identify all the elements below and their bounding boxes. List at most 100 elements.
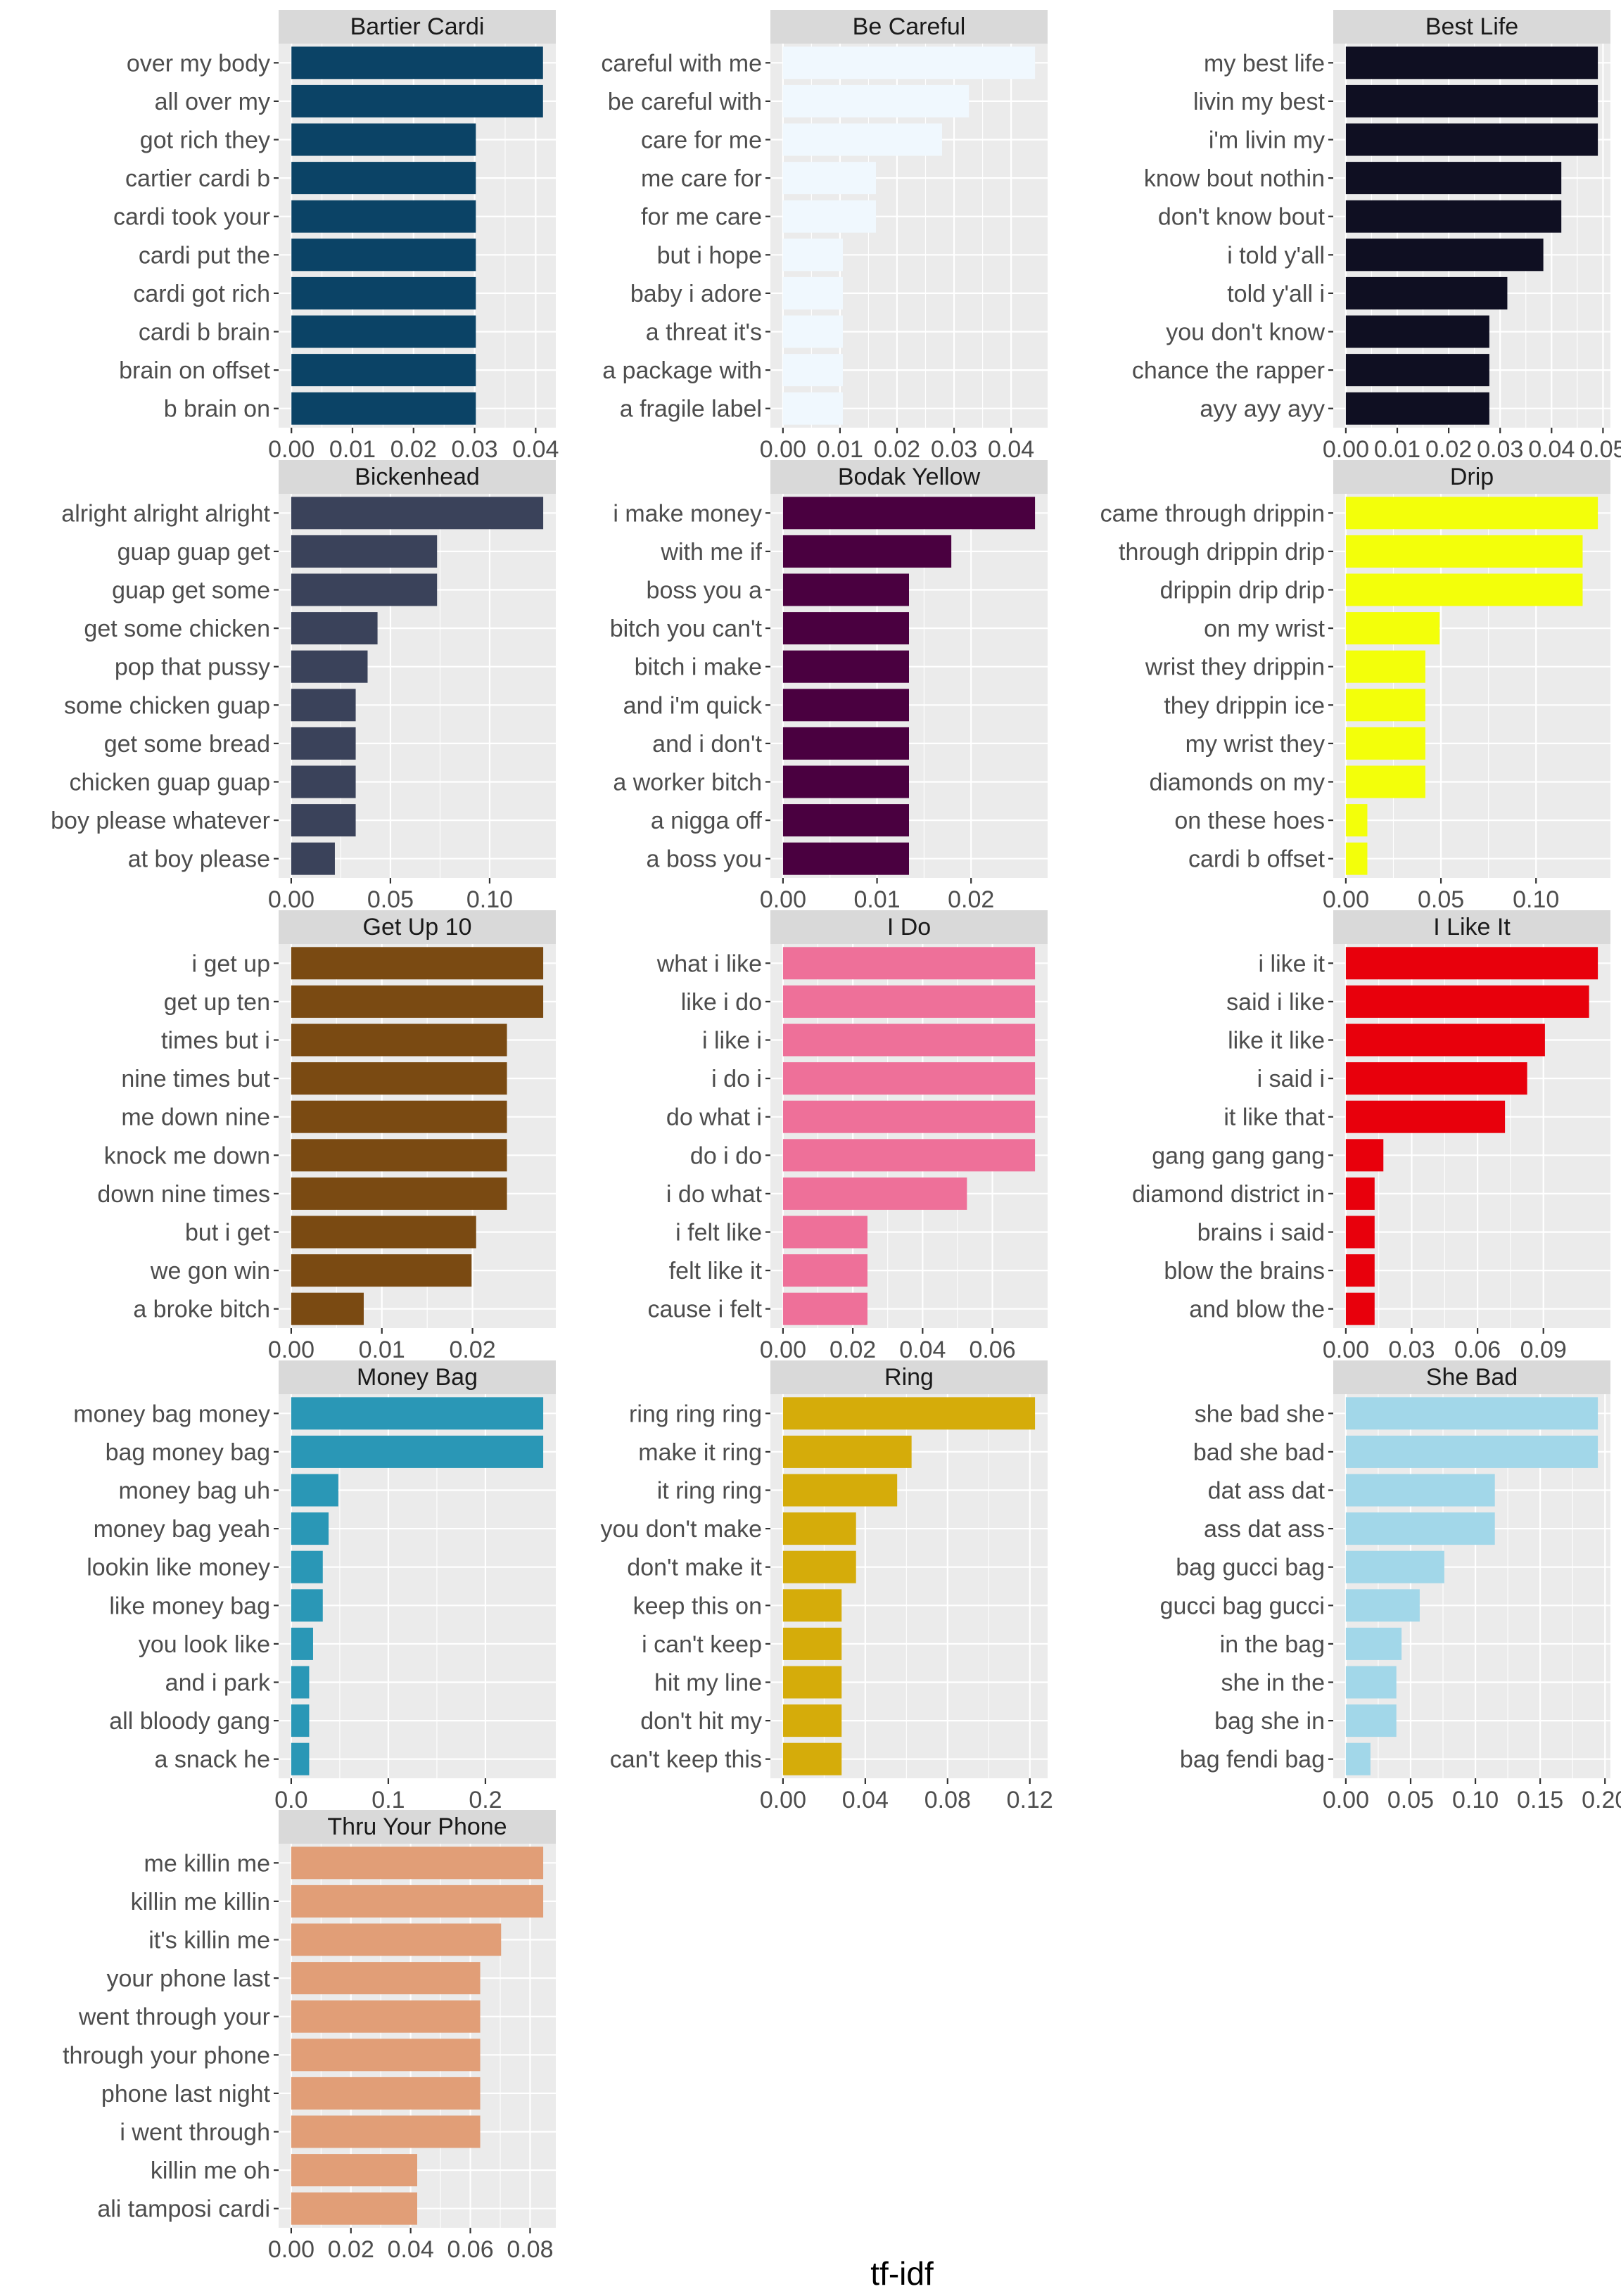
bar — [782, 354, 843, 387]
x-tick-label: 0.04 — [842, 1787, 889, 1813]
y-tick-label: i like i — [702, 1028, 762, 1054]
bar — [782, 238, 843, 272]
bar — [782, 947, 1036, 980]
x-tick-label: 0.03 — [1388, 1337, 1435, 1363]
y-tick-label: you don't make — [600, 1516, 762, 1543]
y-tick-label: what i like — [656, 950, 762, 977]
bar — [1345, 1100, 1506, 1133]
y-tick-label: i like it — [1259, 950, 1326, 977]
bar — [291, 573, 438, 606]
y-tick-label: i'm livin my — [1209, 127, 1325, 154]
y-tick-label: baby i adore — [630, 281, 762, 307]
y-tick-label: cause i felt — [647, 1296, 762, 1323]
bar — [782, 1474, 898, 1507]
y-tick-label: got rich they — [140, 127, 270, 154]
x-tick-label: 0.20 — [1582, 1787, 1621, 1813]
y-tick-label: a broke bitch — [133, 1296, 270, 1323]
bar — [291, 1666, 310, 1699]
bar — [1345, 1139, 1384, 1172]
y-tick-label: it like that — [1223, 1104, 1325, 1131]
y-tick-label: you don't know — [1166, 319, 1325, 346]
y-tick-label: it's killin me — [148, 1927, 270, 1954]
y-tick-label: and i park — [165, 1670, 271, 1697]
bar — [1345, 123, 1598, 156]
y-tick-label: get up ten — [164, 989, 270, 1016]
y-tick-label: she in the — [1221, 1670, 1325, 1697]
bar — [291, 1100, 507, 1133]
y-tick-label: money bag uh — [119, 1478, 271, 1505]
bar — [291, 2115, 481, 2148]
facet-panels: Bartier Cardi over my body all over my got … — [51, 10, 1621, 2263]
y-tick-label: we gon win — [150, 1258, 270, 1284]
bar — [1345, 765, 1425, 798]
facet-title: Money Bag — [357, 1364, 478, 1391]
y-tick-label: like it like — [1228, 1028, 1325, 1054]
x-tick-label: 0.04 — [512, 436, 559, 463]
bar — [291, 392, 476, 425]
y-tick-label: careful with me — [601, 50, 762, 77]
bar — [291, 1704, 310, 1737]
x-tick-label: 0.01 — [853, 886, 900, 913]
bar — [291, 2192, 417, 2225]
facet-strip — [279, 1810, 556, 1844]
x-tick-label: 0.10 — [466, 886, 513, 913]
facet-strip — [1333, 910, 1610, 944]
x-tick-label: 0.00 — [1323, 1787, 1369, 1813]
y-tick-label: your phone last — [107, 1965, 271, 1992]
bar — [291, 200, 476, 233]
y-tick-label: killin me killin — [131, 1889, 270, 1915]
x-tick-label: 0.01 — [359, 1337, 405, 1363]
y-tick-label: bad she bad — [1193, 1439, 1325, 1466]
x-tick-label: 0.03 — [1477, 436, 1523, 463]
bar — [1345, 535, 1583, 568]
facet-title: Thru Your Phone — [327, 1813, 507, 1840]
y-tick-label: a nigga off — [651, 808, 763, 834]
panel-money-bag: Money Bag money bag money bag money bag mon… — [73, 1360, 556, 1813]
y-tick-label: cardi b brain — [139, 319, 270, 346]
x-tick-label: 0.03 — [451, 436, 497, 463]
y-tick-label: i told y'all — [1227, 242, 1325, 269]
bar — [782, 765, 909, 798]
y-tick-label: chance the rapper — [1132, 357, 1325, 384]
bar — [1345, 804, 1368, 837]
x-tick-label: 0.08 — [507, 2236, 553, 2263]
facet-title: Drip — [1450, 464, 1494, 490]
facet-strip — [770, 460, 1048, 494]
bar — [1345, 1589, 1420, 1622]
y-tick-label: guap get some — [112, 578, 270, 604]
bar — [1345, 727, 1425, 760]
x-tick-label: 0.00 — [760, 886, 806, 913]
x-tick-label: 0.02 — [450, 1337, 496, 1363]
y-tick-label: don't hit my — [640, 1708, 762, 1735]
y-tick-label: hit my line — [654, 1670, 762, 1697]
x-tick-label: 0.00 — [268, 2236, 314, 2263]
y-tick-label: i went through — [120, 2119, 270, 2146]
y-tick-label: i do i — [711, 1066, 762, 1092]
x-tick-label: 0.04 — [899, 1337, 946, 1363]
x-tick-label: 0.00 — [760, 436, 806, 463]
x-tick-label: 0.04 — [388, 2236, 434, 2263]
x-tick-label: 0.2 — [469, 1787, 502, 1813]
bar — [1345, 1666, 1397, 1699]
panel-be-careful: Be Careful careful with me be careful with… — [601, 10, 1048, 463]
bar — [782, 1435, 912, 1468]
bar — [291, 276, 476, 310]
bar — [291, 1254, 472, 1287]
x-tick-label: 0.04 — [988, 436, 1034, 463]
bar — [1345, 1627, 1402, 1660]
y-tick-label: through your phone — [63, 2042, 270, 2069]
y-tick-label: i do what — [666, 1181, 763, 1208]
x-tick-label: 0.01 — [1374, 436, 1420, 463]
y-tick-label: some chicken guap — [64, 692, 270, 719]
bar — [782, 497, 1036, 530]
x-tick-label: 0.03 — [931, 436, 977, 463]
bar — [782, 1023, 1036, 1057]
y-tick-label: my wrist they — [1185, 731, 1325, 758]
bar — [291, 162, 476, 195]
facet-title: I Like It — [1433, 914, 1511, 940]
bar — [291, 804, 356, 837]
bar — [1345, 842, 1368, 875]
bar — [1345, 1550, 1444, 1583]
y-tick-label: a fragile label — [620, 396, 762, 423]
y-tick-label: down nine times — [97, 1181, 270, 1208]
